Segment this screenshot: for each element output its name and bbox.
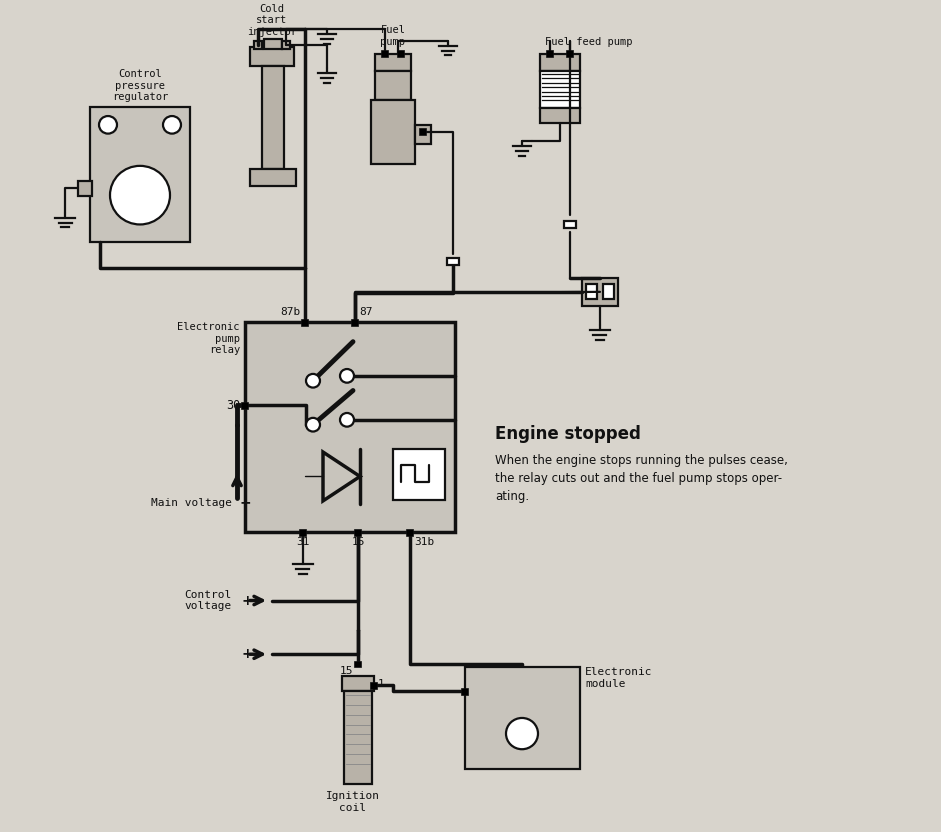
Text: Cold
start
injector: Cold start injector <box>247 3 297 37</box>
Bar <box>355 528 361 536</box>
Circle shape <box>306 374 320 388</box>
Circle shape <box>163 116 181 134</box>
Circle shape <box>506 718 538 750</box>
Bar <box>245 322 455 532</box>
Bar <box>78 181 92 196</box>
Text: +: + <box>242 647 254 661</box>
Bar <box>540 71 580 108</box>
Text: 1: 1 <box>378 679 385 689</box>
Text: Ignition
coil: Ignition coil <box>326 791 380 813</box>
Bar <box>586 284 597 299</box>
Text: Electronic
module: Electronic module <box>585 667 652 689</box>
Circle shape <box>110 166 170 225</box>
Bar <box>355 661 361 667</box>
Bar <box>465 667 580 770</box>
Circle shape <box>99 116 117 134</box>
Bar <box>415 125 431 145</box>
Bar <box>371 101 415 164</box>
Bar <box>547 50 553 57</box>
Bar <box>299 528 307 536</box>
Text: Fuel
pump: Fuel pump <box>380 25 406 47</box>
Bar <box>375 71 411 101</box>
Bar <box>540 53 580 71</box>
Text: Engine stopped: Engine stopped <box>495 424 641 443</box>
Bar <box>342 676 374 691</box>
Bar <box>566 50 573 57</box>
Circle shape <box>340 413 354 427</box>
Bar <box>352 319 359 325</box>
Bar <box>375 53 411 71</box>
Circle shape <box>340 369 354 383</box>
Bar <box>262 67 284 169</box>
Bar <box>381 50 389 57</box>
Bar <box>420 128 426 135</box>
Bar <box>564 220 576 228</box>
Text: 31b: 31b <box>414 537 434 547</box>
Circle shape <box>306 418 320 432</box>
Bar <box>447 258 459 265</box>
Text: 15: 15 <box>351 537 365 547</box>
Text: +: + <box>240 496 251 510</box>
Bar <box>250 47 294 67</box>
Text: +: + <box>242 593 254 607</box>
Bar <box>397 50 405 57</box>
Text: 15: 15 <box>340 666 353 676</box>
Text: 30: 30 <box>226 399 240 412</box>
Bar <box>301 319 309 325</box>
Text: 31: 31 <box>296 537 310 547</box>
Bar <box>282 41 290 48</box>
Text: Electronic
pump
relay: Electronic pump relay <box>178 322 240 355</box>
Bar <box>242 402 248 409</box>
Bar <box>90 107 190 242</box>
Text: 87b: 87b <box>280 307 301 317</box>
Bar <box>582 278 618 305</box>
Bar <box>540 108 580 123</box>
Bar <box>393 449 445 500</box>
Text: When the engine stops running the pulses cease,
the relay cuts out and the fuel : When the engine stops running the pulses… <box>495 454 788 503</box>
Bar <box>344 691 372 784</box>
Bar <box>264 39 282 48</box>
Text: Control
pressure
regulator: Control pressure regulator <box>112 69 168 102</box>
Bar <box>461 688 469 695</box>
Bar <box>254 41 262 48</box>
Bar <box>371 682 377 689</box>
Bar <box>603 284 614 299</box>
Text: Fuel feed pump: Fuel feed pump <box>545 37 632 47</box>
Text: 87: 87 <box>359 307 373 317</box>
Text: Main voltage: Main voltage <box>151 498 232 508</box>
Text: Control
voltage: Control voltage <box>184 590 232 612</box>
Bar <box>407 528 413 536</box>
Bar <box>250 169 296 186</box>
